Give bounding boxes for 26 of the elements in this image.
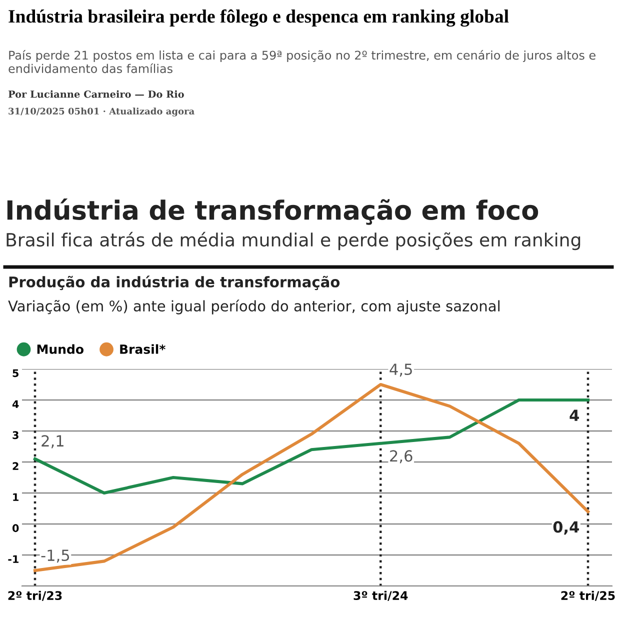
legend-label: Mundo (37, 344, 84, 354)
x-tick-label: 2º tri/25 (561, 590, 615, 601)
y-tick-label: -1 (8, 555, 19, 563)
legend-label: Brasil* (120, 344, 166, 354)
annotation: 2,6 (390, 450, 412, 464)
chart-title: Indústria brasileira perde fôlego e despenca em ranking global (8, 9, 509, 27)
x-tick-label: 3º tri/24 (354, 590, 408, 601)
text: Brasil fica atrás de média mundial e perde posições em ranking (6, 232, 580, 250)
text: Indústria de transformação em foco (7, 198, 538, 225)
annotation: 2,1 (42, 435, 64, 448)
text: Por Lucianne Carneiro — Do Rio (8, 90, 184, 98)
y-tick-label: 1 (13, 493, 19, 501)
annotation: 4 (570, 410, 579, 421)
y-tick-label: 3 (12, 431, 18, 440)
y-tick-label: 0 (12, 524, 19, 532)
text: 31/10/2025 05h01 · Atualizado agora (8, 108, 194, 116)
y-tick-label: 5 (12, 369, 18, 378)
text: Produção da indústria de transformação (9, 276, 340, 290)
text: Variação (em %) ante igual período do anterior, com ajuste sazonal (8, 300, 500, 314)
y-tick-label: 2 (12, 462, 18, 470)
chart-subtitle: País perde 21 postos em lista e cai para a 59ª posição no 2º trimestre, em cenário de juros altos e endividamento das famílias (8, 50, 596, 74)
x-tick-label: 2º tri/23 (8, 590, 62, 601)
y-tick-label: 4 (12, 400, 19, 408)
annotation: -1,5 (41, 550, 70, 563)
annotation: 4,5 (390, 364, 412, 377)
annotation: 0,4 (553, 521, 579, 535)
